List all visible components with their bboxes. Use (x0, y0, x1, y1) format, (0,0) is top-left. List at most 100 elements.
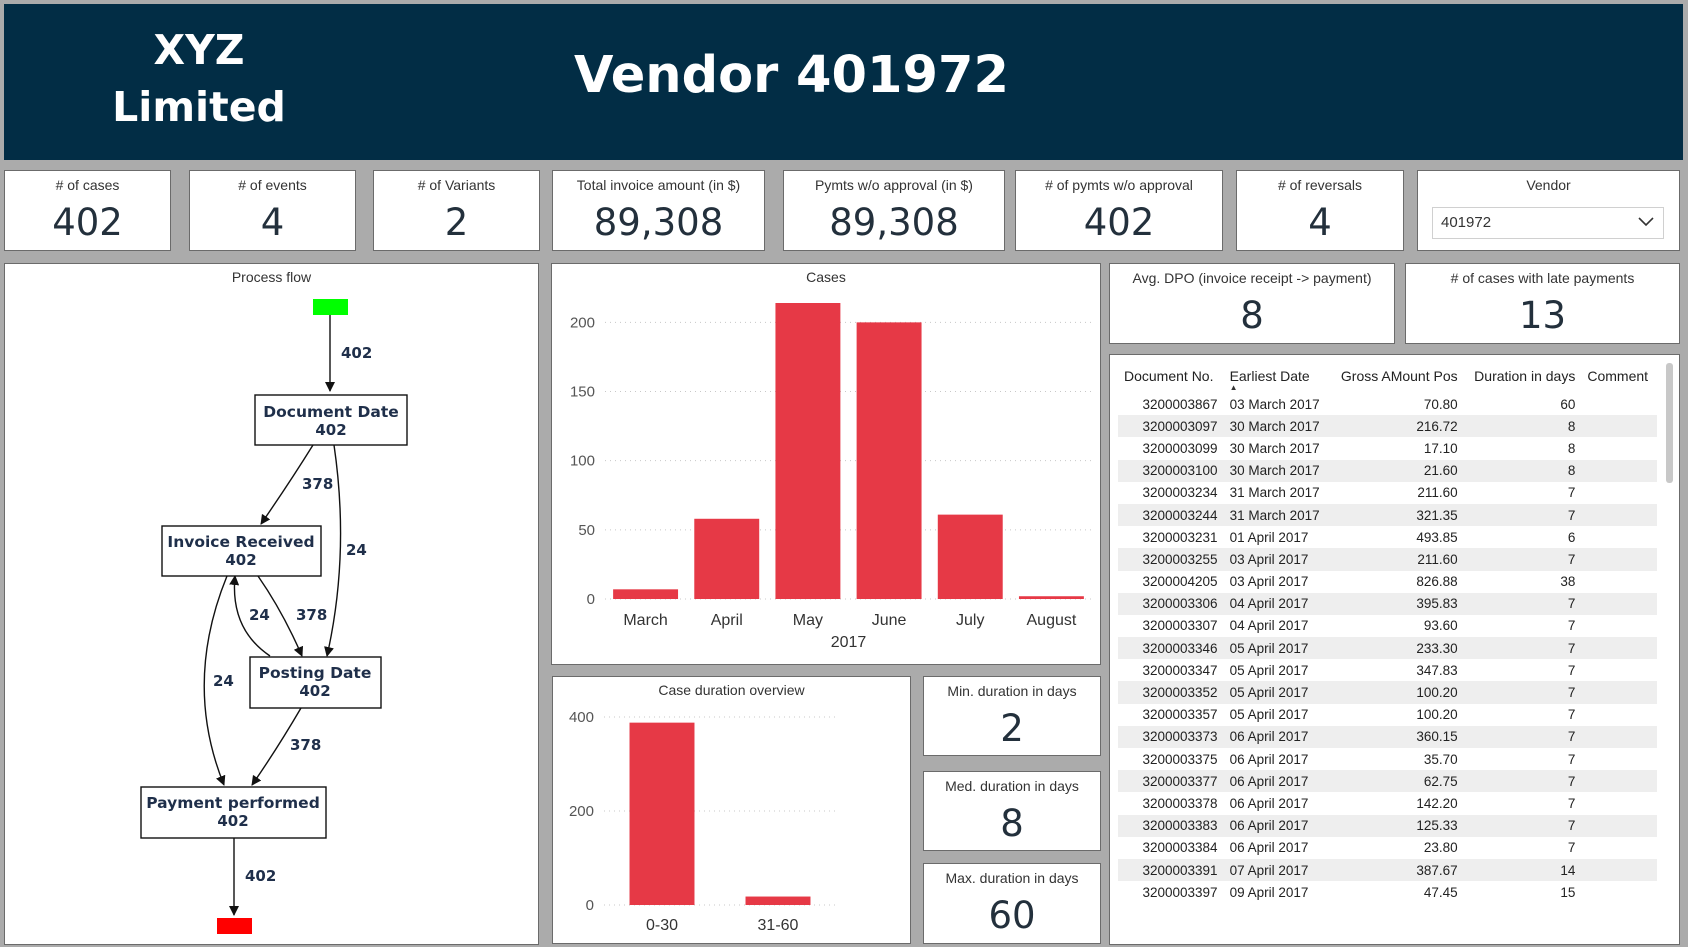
vendor-dropdown[interactable]: 401972 (1432, 207, 1664, 239)
cell-earliest-date: 05 April 2017 (1229, 662, 1309, 678)
cell-comment (1581, 548, 1657, 571)
cell-duration: 7 (1463, 503, 1582, 527)
column-header-gross-amount[interactable]: Gross AMount Pos (1340, 368, 1458, 384)
bar-may[interactable] (775, 303, 841, 599)
cell-comment (1581, 704, 1657, 726)
kpi-card-cases: # of cases 402 (4, 170, 171, 251)
cell-gross-amount: 62.75 (1329, 770, 1464, 793)
cell-document-no: 3200003347 (1142, 662, 1218, 678)
edge-label: 378 (302, 475, 333, 493)
edge-doc-inv (260, 444, 314, 525)
bar-0-30[interactable] (629, 722, 695, 905)
cell-duration: 7 (1463, 681, 1582, 704)
duration-chart-title: Case duration overview (658, 682, 805, 698)
cell-gross-amount: 70.80 (1423, 396, 1458, 412)
cell-duration: 8 (1567, 440, 1576, 456)
cell-gross-amount: 216.72 (1329, 415, 1464, 438)
table-row[interactable]: 3200003100 30 March 2017 21.60 8 (1118, 459, 1657, 482)
table-row[interactable]: 3200003357 05 April 2017 100.20 7 (1118, 704, 1657, 726)
table-row[interactable]: 3200003373 06 April 2017 360.15 7 (1118, 725, 1657, 748)
cell-comment (1581, 482, 1657, 504)
table-row[interactable]: 3200003231 01 April 2017 493.85 6 (1118, 526, 1657, 548)
table-row[interactable]: 3200003346 05 April 2017 233.30 7 (1118, 637, 1657, 660)
cell-duration: 8 (1463, 415, 1582, 438)
cell-earliest-date: 31 March 2017 (1223, 503, 1330, 527)
cell-gross-amount: 321.35 (1329, 503, 1464, 527)
cell-earliest-date: 06 April 2017 (1229, 795, 1309, 811)
cell-duration: 7 (1463, 814, 1582, 837)
cell-gross-amount: 826.88 (1416, 574, 1458, 590)
bar-31-60[interactable] (745, 896, 811, 905)
table-row[interactable]: 3200003234 31 March 2017 211.60 7 (1118, 482, 1657, 504)
table-row[interactable]: 3200003307 04 April 2017 93.60 7 (1118, 615, 1657, 637)
table-row[interactable]: 3200003384 06 April 2017 23.80 7 (1118, 837, 1657, 859)
cell-earliest-date: 30 March 2017 (1223, 459, 1330, 482)
table-row[interactable]: 3200003375 06 April 2017 35.70 7 (1118, 748, 1657, 770)
bar-march[interactable] (613, 589, 679, 599)
edge-doc-post (324, 444, 342, 657)
edge-label: 378 (296, 606, 327, 624)
table-scrollbar[interactable] (1666, 363, 1673, 483)
process-flow-title: Process flow (231, 269, 312, 285)
table-row[interactable]: 3200003377 06 April 2017 62.75 7 (1118, 770, 1657, 793)
cell-document-no: 3200003307 (1142, 618, 1218, 634)
cell-document-no: 3200003867 (1142, 396, 1218, 412)
kpi-value: 402 (52, 201, 123, 244)
cell-comment (1581, 725, 1657, 748)
document-table-scroll[interactable]: Document No. Earliest Date ▲ Gross AMoun… (1118, 359, 1657, 944)
cell-gross-amount: 47.45 (1423, 884, 1458, 900)
cell-gross-amount: 23.80 (1423, 840, 1458, 856)
column-header-comment[interactable]: Comment (1587, 368, 1649, 384)
cell-comment (1581, 637, 1657, 660)
table-row[interactable]: 3200004205 03 April 2017 826.88 38 (1118, 571, 1657, 593)
cell-earliest-date: 03 April 2017 (1223, 548, 1330, 571)
bar-august[interactable] (1018, 596, 1084, 599)
table-row[interactable]: 3200003397 09 April 2017 47.45 15 (1118, 881, 1657, 903)
table-row[interactable]: 3200003352 05 April 2017 100.20 7 (1118, 681, 1657, 704)
table-row[interactable]: 3200003099 30 March 2017 17.10 8 (1118, 437, 1657, 459)
table-row[interactable]: 3200003378 06 April 2017 142.20 7 (1118, 792, 1657, 814)
y-tick-label: 0 (587, 591, 595, 608)
cell-earliest-date: 31 March 2017 (1229, 485, 1320, 501)
column-header-earliest-date[interactable]: Earliest Date ▲ (1229, 368, 1310, 392)
cell-duration: 7 (1463, 725, 1582, 748)
column-header-duration[interactable]: Duration in days (1474, 368, 1576, 384)
process-flow-panel: Process flow 402 378 24 378 24 24 378 40… (4, 263, 539, 945)
duration-chart: 0 200 400 0-30 31-60 (569, 709, 836, 934)
cell-document-no: 3200003352 (1118, 681, 1224, 704)
table-row[interactable]: 3200003097 30 March 2017 216.72 8 (1118, 415, 1657, 438)
column-header-document-no[interactable]: Document No. (1124, 368, 1214, 384)
edge-label: 402 (341, 344, 372, 362)
table-row[interactable]: 3200003306 04 April 2017 395.83 7 (1118, 592, 1657, 615)
cell-document-no: 3200003378 (1142, 795, 1218, 811)
cell-document-no: 3200003244 (1118, 503, 1224, 527)
cell-gross-amount: 233.30 (1329, 637, 1464, 660)
cell-document-no: 3200003373 (1118, 725, 1224, 748)
kpi-label: Min. duration in days (947, 683, 1077, 699)
cell-duration: 7 (1463, 770, 1582, 793)
cell-earliest-date: 04 April 2017 (1223, 592, 1330, 615)
table-row[interactable]: 3200003867 03 March 2017 70.80 60 (1118, 393, 1657, 415)
x-category-label: March (623, 612, 667, 629)
kpi-label: Pymts w/o approval (in $) (815, 177, 973, 193)
cell-document-no: 3200003100 (1118, 459, 1224, 482)
table-row[interactable]: 3200003255 03 April 2017 211.60 7 (1118, 548, 1657, 571)
node-invoice-received: Invoice Received 402 (161, 525, 322, 577)
company-name: XYZ Limited (112, 26, 286, 131)
y-tick-label: 50 (578, 522, 595, 539)
bar-july[interactable] (937, 514, 1003, 599)
table-row[interactable]: 3200003347 05 April 2017 347.83 7 (1118, 659, 1657, 681)
edge-label: 24 (213, 672, 234, 690)
bar-april[interactable] (694, 518, 760, 599)
cell-earliest-date: 06 April 2017 (1229, 751, 1309, 767)
kpi-card-avg-dpo: Avg. DPO (invoice receipt -> payment) 8 (1109, 263, 1395, 344)
kpi-label: # of cases with late payments (1450, 270, 1635, 286)
table-row[interactable]: 3200003391 07 April 2017 387.67 14 (1118, 858, 1657, 882)
bar-june[interactable] (856, 322, 922, 599)
table-row[interactable]: 3200003383 06 April 2017 125.33 7 (1118, 814, 1657, 837)
cell-gross-amount: 100.20 (1329, 681, 1464, 704)
table-row[interactable]: 3200003244 31 March 2017 321.35 7 (1118, 503, 1657, 527)
x-category-label: 0-30 (646, 917, 678, 934)
cell-comment (1581, 503, 1657, 527)
cell-comment (1581, 858, 1657, 882)
